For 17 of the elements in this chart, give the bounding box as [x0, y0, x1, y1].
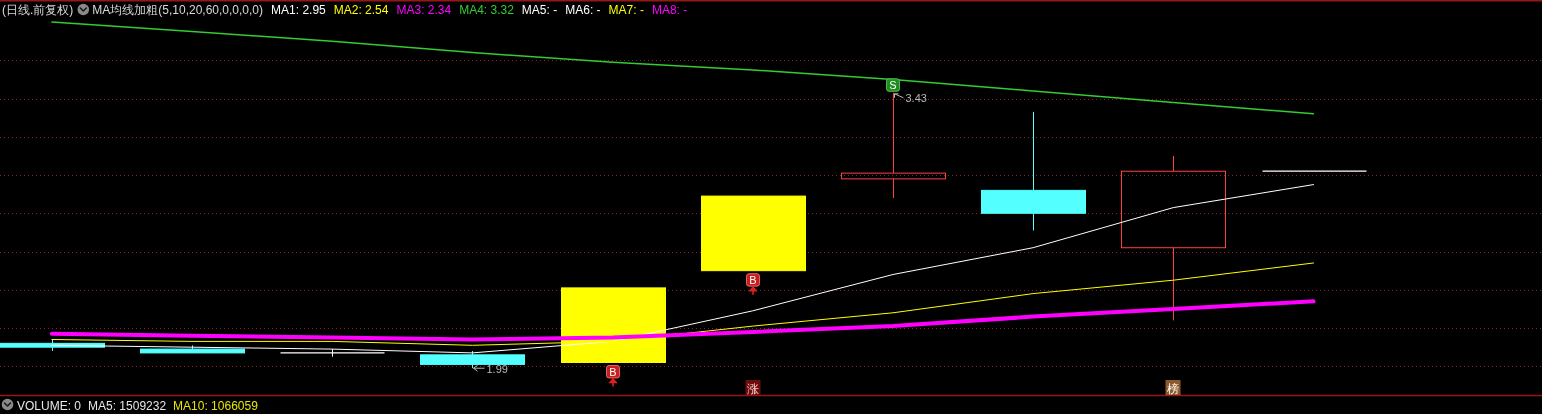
annotation: 3.43: [905, 91, 927, 104]
text: MA5: 1509232: [88, 398, 167, 413]
legend-label: MA7: -: [608, 3, 644, 17]
annotation: B: [749, 274, 757, 287]
legend-label: MA8: -: [651, 3, 688, 17]
legend-title: MA均线加粗(5,10,20,60,0,0,0,0): [92, 3, 264, 17]
text: MA1: 2.95: [271, 3, 327, 17]
legend-label: MA6: -: [565, 3, 601, 17]
annotation: 1.99: [486, 362, 508, 375]
text: MA2: 2.54: [333, 3, 389, 17]
legend-label: MA5: -: [521, 3, 558, 17]
text: MA4: 3.32: [459, 3, 515, 17]
text: MA10: 1066059: [173, 398, 259, 413]
annotation: B: [609, 365, 617, 378]
text: VOLUME: 0: [17, 398, 82, 413]
text: MA3: 2.34: [396, 3, 452, 17]
chart-title: (日线.前复权): [2, 3, 74, 17]
